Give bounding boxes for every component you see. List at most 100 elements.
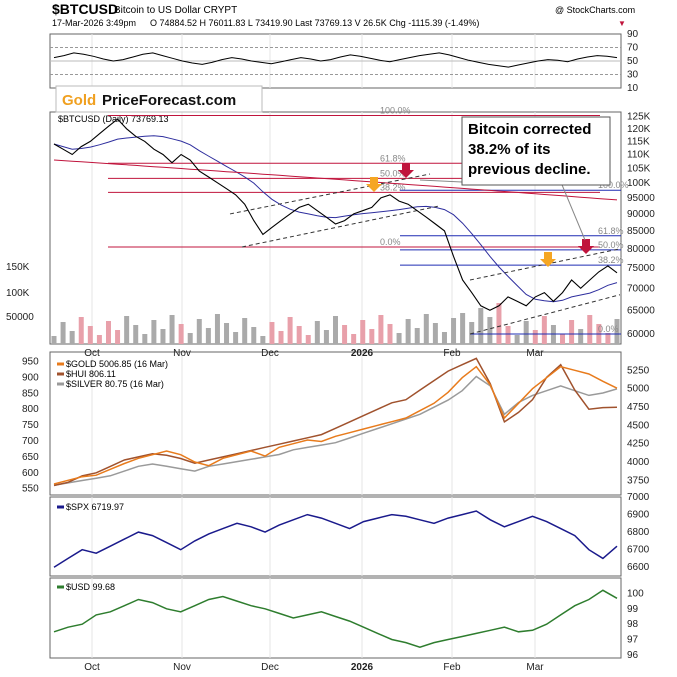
volume-bar: [432, 323, 438, 344]
chart-symbol: $BTCUSD: [52, 1, 118, 17]
volume-bar: [305, 335, 311, 344]
volume-bar: [278, 331, 284, 344]
volume-bar: [60, 322, 66, 344]
x-tick-price-3: 2026: [351, 348, 374, 359]
spx-tick-0: 7000: [627, 492, 650, 503]
chg-down-arrow: ▼: [618, 19, 626, 28]
price-legend-title: $BTCUSD (Daily) 73769.13: [58, 114, 169, 124]
channel-lower-line: [241, 205, 441, 248]
x-tick-price-5: Mar: [526, 348, 544, 359]
annotation-box: [461, 116, 611, 186]
annotation-line-2: 38.2% of its: [468, 141, 551, 158]
usd-frame: [49, 577, 622, 659]
chart-symbol-name: Bitcoin to US Dollar CRYPT: [114, 5, 237, 16]
x-tick-bottom-1: Nov: [173, 662, 191, 673]
price-tick-0: 125K: [627, 112, 651, 123]
volume-bar: [550, 325, 556, 344]
ma-short-line: [53, 135, 618, 303]
volume-bar: [523, 321, 529, 344]
price-tick-13: 60000: [627, 329, 655, 340]
rsi-tick-1: 70: [627, 43, 639, 54]
price-tick-4: 105K: [627, 163, 651, 174]
rsi-tick-4: 10: [627, 83, 639, 94]
x-axis: Oct Oct Nov Nov Dec Dec 2026 2026 Feb Feb Mar Mar: [84, 348, 544, 673]
volume-bar: [151, 320, 157, 344]
fib-label: 38.2%: [380, 182, 406, 192]
legend-entry: $HUI 806.11: [66, 369, 116, 379]
price-tick-9: 80000: [627, 244, 655, 255]
volume-bar: [469, 322, 475, 344]
volume-bar: [251, 327, 257, 344]
down-arrow-icon: [366, 177, 382, 192]
down-arrow-icon: [578, 239, 594, 254]
volume-bar: [587, 315, 593, 344]
x-tick-bottom-2: Dec: [261, 662, 279, 673]
gold-right-tick-1: 5000: [627, 384, 650, 395]
price-tick-1: 120K: [627, 124, 651, 135]
volume-bar: [224, 323, 230, 344]
usd-tick-4: 96: [627, 650, 639, 661]
gold-left-tick-7: 600: [22, 468, 39, 479]
ma-long-line: [53, 159, 618, 201]
volume-tick-1: 100K: [6, 288, 30, 299]
spx-tick-4: 6600: [627, 562, 650, 573]
volume-bar: [441, 332, 447, 344]
fib-label: 0.0%: [380, 237, 401, 247]
x-tick-price-0: Oct: [84, 348, 100, 359]
gold-frame: [49, 351, 622, 496]
volume-bar: [196, 319, 202, 344]
volume-bar: [296, 326, 302, 344]
usd-panel: 100 99 98 97 96 $USD 99.68: [49, 577, 644, 661]
volume-bar: [178, 324, 184, 344]
price-tick-7: 90000: [627, 209, 655, 220]
spx-tick-2: 6800: [627, 527, 650, 538]
gold-right-tick-2: 4750: [627, 402, 650, 413]
volume-bar: [378, 315, 384, 344]
rsi-tick-3: 30: [627, 70, 639, 81]
volume-bar: [460, 313, 466, 344]
volume-bar: [560, 334, 566, 344]
volume-bar: [342, 325, 348, 344]
spx-frame: [49, 496, 622, 577]
gold-left-tick-0: 950: [22, 357, 39, 368]
volume-bar: [78, 317, 84, 344]
volume-bar: [133, 325, 139, 344]
fib-label: 61.8%: [598, 226, 624, 236]
usd-tick-0: 100: [627, 588, 644, 599]
x-tick-bottom-0: Oct: [84, 662, 100, 673]
annotation-pointer: [559, 179, 586, 241]
price-tick-8: 85000: [627, 226, 655, 237]
fib-label: 100.0%: [598, 180, 629, 190]
gold-right-tick-5: 4000: [627, 457, 650, 468]
x-tick-price-2: Dec: [261, 348, 279, 359]
fib-label: 50.0%: [598, 240, 624, 250]
fib-label: 50.0%: [380, 168, 406, 178]
volume-bar: [105, 321, 111, 344]
volume-bar: [478, 308, 484, 344]
price-tick-5: 100K: [627, 178, 651, 189]
chart-ohlc: O 74884.52 H 76011.83 L 73419.90 Last 73…: [150, 18, 479, 28]
volume-bar: [115, 330, 121, 344]
channel-upper-line: [229, 173, 431, 215]
volume-bar: [396, 333, 402, 344]
gold-left-tick-8: 550: [22, 484, 39, 495]
volume-bar: [333, 316, 338, 344]
volume-bar: [360, 320, 366, 344]
volume-bar: [405, 319, 411, 344]
hui-line: [53, 357, 618, 487]
x-tick-bottom-5: Mar: [526, 662, 544, 673]
silver-line: [53, 375, 618, 487]
gold-left-tick-5: 700: [22, 436, 39, 447]
gold-right-tick-6: 3750: [627, 475, 650, 486]
x-tick-bottom-4: Feb: [443, 662, 461, 673]
down-arrow-icon: [398, 163, 414, 178]
gold-panel: 950 900 850 800 750 700 650 600 550 5250 5000 4750 4…: [22, 351, 650, 496]
usd-tick-2: 98: [627, 619, 639, 630]
volume-bar: [514, 335, 520, 344]
usd-line: [53, 589, 618, 648]
volume-bar: [269, 322, 275, 344]
volume-tick-0: 150K: [6, 262, 30, 273]
volume-bar: [87, 326, 93, 344]
legend-entry: $GOLD 5006.85 (16 Mar): [66, 359, 168, 369]
